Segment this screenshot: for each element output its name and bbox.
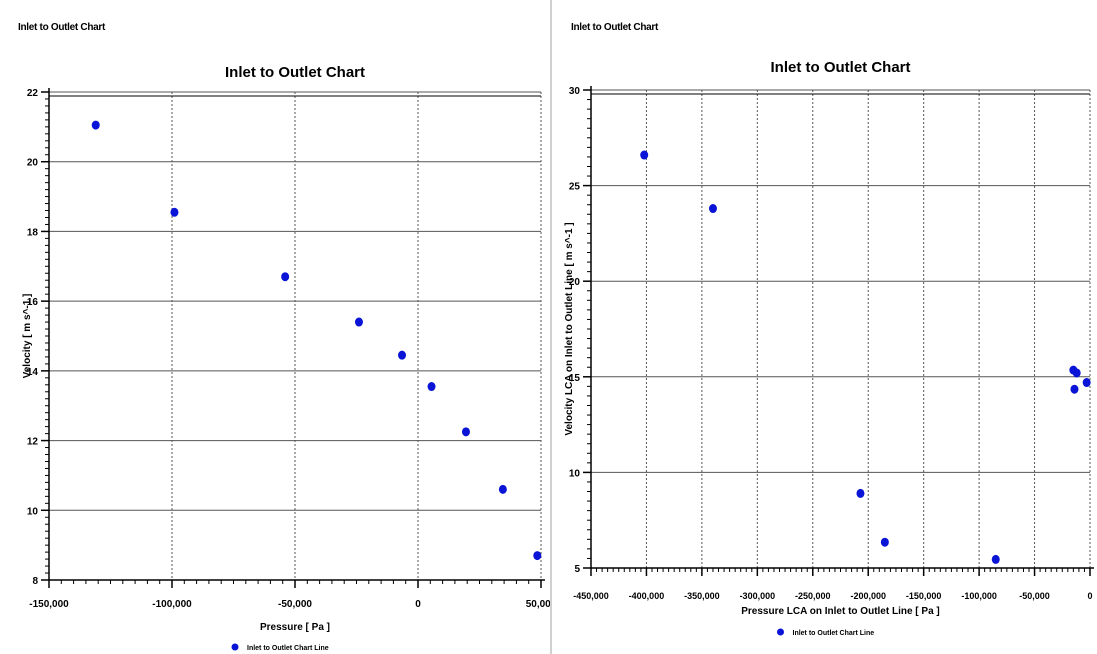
y-tick-label: 20 [27, 158, 39, 169]
x-tick-label: -50,000 [1019, 591, 1050, 601]
data-point [1070, 384, 1079, 394]
y-tick-label: 18 [27, 227, 39, 238]
legend-marker [777, 628, 784, 636]
data-point [91, 120, 100, 130]
chart-window-left: Inlet to Outlet Chart Inlet to Outlet Ch… [18, 0, 552, 654]
scatter-chart: Inlet to Outlet Chart -450,000 -400,000 -35… [564, 59, 1094, 637]
data-point [880, 537, 889, 547]
x-tick-label: -100,000 [961, 591, 997, 601]
data-point [461, 427, 470, 437]
legend-label: Inlet to Outlet Chart Line [793, 630, 875, 637]
data-point [354, 317, 363, 327]
data-point [533, 551, 542, 561]
data-point [640, 150, 649, 160]
x-tick-label: 0 [1087, 591, 1092, 601]
chart-title: Inlet to Outlet Chart [771, 59, 911, 76]
window-title: Inlet to Outlet Chart [18, 22, 106, 33]
y-tick-label: 25 [569, 182, 581, 193]
x-tick-label: -100,000 [152, 599, 192, 610]
y-tick-label: 20 [569, 277, 581, 288]
data-point [1082, 378, 1091, 388]
x-tick-label: 50,000 [526, 599, 550, 610]
data-point [427, 382, 436, 392]
x-tick-label: -250,000 [795, 591, 831, 601]
data-point [856, 488, 865, 498]
x-tick-label: 0 [415, 599, 421, 610]
legend-marker [231, 643, 239, 651]
window-title: Inlet to Outlet Chart [571, 22, 659, 33]
x-tick-label: -150,000 [906, 591, 942, 601]
y-tick-label: 5 [574, 564, 580, 575]
y-tick-label: 14 [27, 367, 39, 378]
data-point [398, 350, 407, 360]
x-axis-label: Pressure [ Pa ] [260, 622, 330, 633]
x-axis-label: Pressure LCA on Inlet to Outlet Line [ P… [741, 606, 940, 617]
legend-label: Inlet to Outlet Chart Line [247, 645, 329, 652]
y-axis-label: Velocity [ m s^-1 ] [22, 294, 33, 379]
chart-title: Inlet to Outlet Chart [225, 64, 365, 81]
y-tick-label: 15 [569, 373, 581, 384]
y-tick-label: 10 [569, 468, 581, 479]
data-point [1072, 368, 1081, 378]
data-point [708, 204, 717, 214]
y-axis-label: Velocity LCA on Inlet to Outlet Line [ m… [564, 222, 575, 435]
data-point [281, 272, 290, 282]
y-tick-label: 16 [27, 297, 39, 308]
y-tick-label: 22 [27, 88, 39, 99]
chart-window-right: Inlet to Outlet Chart Inlet to Outlet Ch… [553, 0, 1097, 654]
data-point [498, 484, 507, 494]
x-tick-label: -150,000 [29, 599, 69, 610]
data-point [170, 207, 179, 217]
y-tick-label: 8 [32, 576, 38, 587]
x-tick-label: -50,000 [278, 599, 312, 610]
x-tick-label: -450,000 [573, 591, 609, 601]
x-tick-label: -400,000 [629, 591, 665, 601]
y-tick-label: 30 [569, 86, 581, 97]
x-tick-label: -300,000 [740, 591, 776, 601]
y-tick-label: 12 [27, 437, 39, 448]
x-tick-label: -200,000 [850, 591, 886, 601]
y-tick-label: 10 [27, 506, 39, 517]
scatter-chart: Inlet to Outlet Chart -150,000 -100,000 -50… [22, 64, 550, 652]
data-point [991, 554, 1000, 564]
x-tick-label: -350,000 [684, 591, 720, 601]
